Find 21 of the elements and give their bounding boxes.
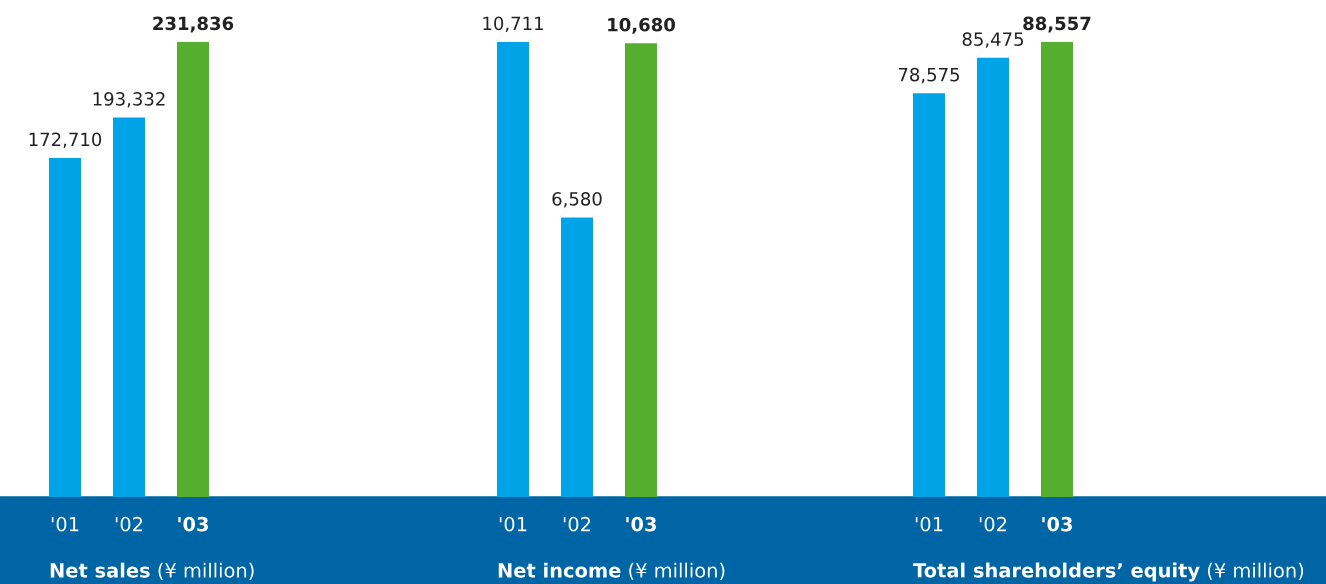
data-label: 10,680: [608, 17, 675, 34]
x-tick-label: '01: [51, 516, 79, 532]
data-label: 231,836: [153, 16, 234, 33]
x-tick-label: '03: [178, 516, 208, 532]
x-tick-label: '03: [1042, 516, 1072, 532]
x-tick-label: '01: [915, 516, 943, 532]
data-label: 85,475: [962, 32, 1024, 48]
x-tick-label: '01: [499, 516, 527, 532]
data-label: 6,580: [552, 191, 602, 208]
text: Net income (¥ million): [498, 562, 725, 580]
text: Total shareholders’ equity (¥ million): [913, 562, 1304, 582]
x-tick-label: '02: [563, 516, 591, 532]
data-label: 172,710: [29, 132, 102, 149]
data-label: 193,332: [93, 92, 165, 108]
x-tick-label: '02: [979, 516, 1007, 532]
x-tick-label: '02: [115, 516, 143, 532]
x-tick-label: '03: [626, 516, 656, 532]
data-label: 10,711: [483, 16, 543, 33]
text: Net sales (¥ million): [50, 562, 254, 580]
data-label: 78,575: [898, 67, 960, 84]
data-label: 88,557: [1023, 16, 1091, 33]
